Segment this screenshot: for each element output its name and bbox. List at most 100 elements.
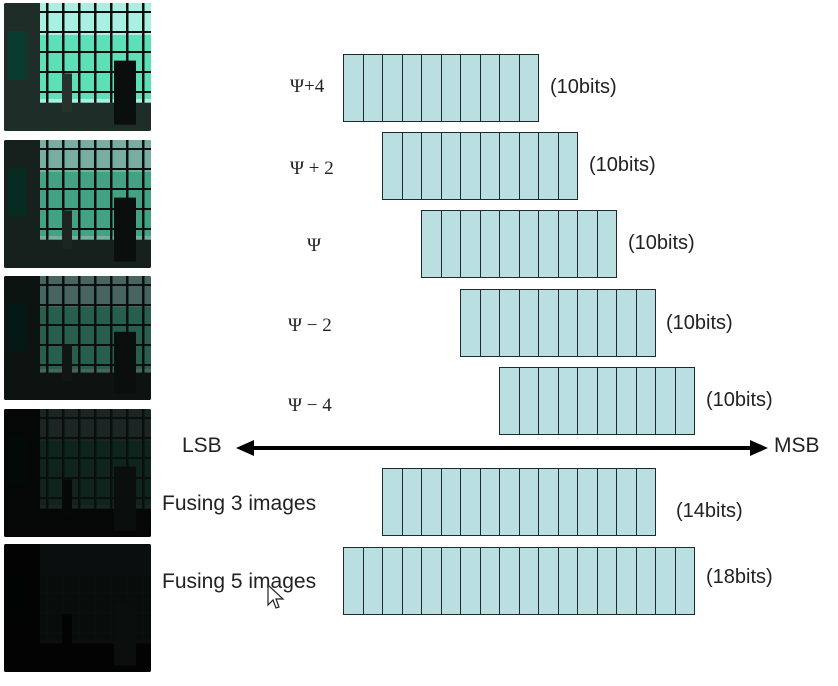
bit-cell	[598, 548, 617, 614]
bit-register	[343, 54, 539, 122]
bit-cell	[422, 55, 442, 121]
bit-cell	[617, 290, 637, 356]
exposure-thumbnail	[4, 409, 151, 537]
bit-cell	[461, 55, 481, 121]
bit-cell	[637, 290, 656, 356]
bit-cell	[520, 55, 539, 121]
bit-cell	[461, 548, 481, 614]
bit-cell	[442, 211, 461, 277]
bit-cell	[559, 469, 578, 535]
bit-cell	[383, 548, 403, 614]
bit-cell	[442, 55, 461, 121]
msb-label: MSB	[774, 434, 820, 457]
bit-cell	[559, 290, 578, 356]
bit-cell	[539, 469, 559, 535]
mouse-cursor-icon	[267, 583, 285, 609]
fused-bit-register	[382, 468, 656, 536]
bit-cell	[520, 548, 539, 614]
bit-cell	[403, 548, 422, 614]
bit-cell	[617, 368, 637, 434]
bit-cell	[461, 469, 481, 535]
bit-register	[460, 289, 656, 357]
bit-cell	[403, 55, 422, 121]
bit-cell	[520, 211, 539, 277]
bit-depth-label: (10bits)	[706, 389, 773, 411]
bit-cell	[656, 548, 676, 614]
bit-cell	[578, 290, 598, 356]
bit-cell	[344, 548, 364, 614]
bit-cell	[500, 548, 520, 614]
bit-cell	[422, 469, 442, 535]
bit-cell	[539, 368, 559, 434]
exposure-label: Ψ − 4	[288, 395, 332, 416]
bit-cell	[442, 548, 461, 614]
bit-cell	[500, 469, 520, 535]
bit-cell	[383, 469, 403, 535]
bit-cell	[676, 368, 695, 434]
exposure-thumbnail	[4, 140, 151, 268]
bit-cell	[559, 548, 578, 614]
bit-cell	[403, 469, 422, 535]
fused-bit-register	[343, 547, 695, 615]
exposure-label: Ψ − 2	[288, 315, 332, 336]
bit-cell	[442, 469, 461, 535]
bit-register	[499, 367, 695, 435]
exposure-thumbnail	[4, 276, 151, 400]
bit-cell	[598, 290, 617, 356]
lsb-msb-arrow	[236, 440, 768, 456]
bit-cell	[598, 211, 617, 277]
bit-cell	[539, 290, 559, 356]
fused-bit-depth-label: (14bits)	[676, 500, 743, 522]
exposure-label: Ψ + 2	[290, 158, 334, 179]
bit-cell	[559, 133, 578, 199]
bit-cell	[520, 368, 539, 434]
bit-cell	[344, 55, 364, 121]
bit-cell	[403, 133, 422, 199]
bit-cell	[481, 290, 500, 356]
bit-cell	[598, 368, 617, 434]
bit-cell	[617, 548, 637, 614]
bit-cell	[520, 469, 539, 535]
fused-label: Fusing 3 images	[162, 492, 317, 515]
bit-cell	[442, 133, 461, 199]
bit-cell	[656, 368, 676, 434]
bit-cell	[559, 368, 578, 434]
bit-cell	[500, 133, 520, 199]
bit-depth-label: (10bits)	[666, 312, 733, 334]
bit-cell	[500, 290, 520, 356]
bit-cell	[500, 55, 520, 121]
exposure-label: Ψ	[307, 235, 322, 256]
bit-cell	[481, 133, 500, 199]
bit-register	[382, 132, 578, 200]
bit-cell	[481, 469, 500, 535]
bit-cell	[637, 368, 656, 434]
bit-cell	[500, 368, 520, 434]
fused-bit-depth-label: (18bits)	[706, 566, 773, 588]
bit-cell	[422, 211, 442, 277]
exposure-label: Ψ+4	[290, 76, 325, 97]
lsb-label: LSB	[182, 434, 222, 457]
bit-cell	[461, 133, 481, 199]
bit-cell	[676, 548, 695, 614]
exposure-thumbnail	[4, 544, 151, 672]
bit-cell	[481, 211, 500, 277]
fused-label: Fusing 5 images	[162, 570, 317, 593]
bit-cell	[364, 55, 383, 121]
bit-cell	[422, 133, 442, 199]
bit-cell	[481, 548, 500, 614]
bit-cell	[520, 133, 539, 199]
bit-cell	[559, 211, 578, 277]
bit-depth-label: (10bits)	[628, 232, 695, 254]
bit-cell	[578, 368, 598, 434]
bit-cell	[637, 469, 656, 535]
bit-cell	[481, 55, 500, 121]
bit-cell	[461, 290, 481, 356]
bit-cell	[539, 211, 559, 277]
bit-cell	[539, 133, 559, 199]
exposure-thumbnail	[4, 3, 151, 131]
bit-cell	[598, 469, 617, 535]
bit-cell	[383, 55, 403, 121]
bit-cell	[383, 133, 403, 199]
bit-depth-label: (10bits)	[589, 154, 656, 176]
bit-cell	[500, 211, 520, 277]
